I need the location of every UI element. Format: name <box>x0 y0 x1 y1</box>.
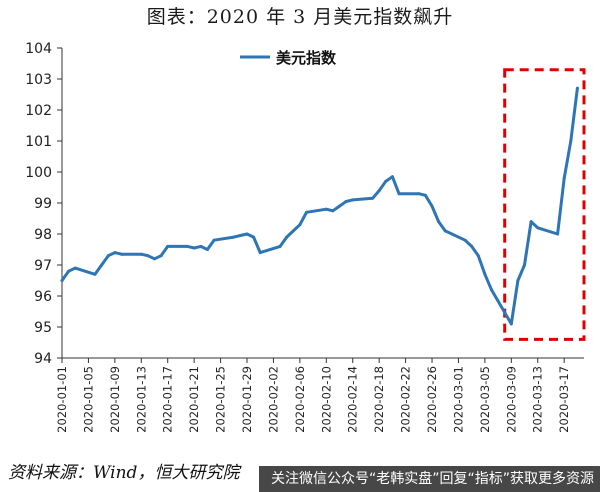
y-tick-label: 102 <box>25 103 52 119</box>
x-tick-label: 2020-01-25 <box>214 366 228 433</box>
data-point <box>258 251 262 255</box>
data-point <box>575 86 579 90</box>
data-point <box>120 252 123 256</box>
data-point <box>291 229 295 233</box>
data-point <box>476 254 480 258</box>
x-tick-label: 2020-03-09 <box>504 366 518 433</box>
data-point <box>146 254 150 258</box>
data-point <box>67 269 71 273</box>
y-tick-label: 104 <box>25 41 52 57</box>
data-point <box>166 244 170 248</box>
x-tick-label: 2020-01-01 <box>55 366 69 433</box>
y-tick-label: 94 <box>34 351 52 367</box>
x-tick-label: 2020-02-10 <box>319 366 333 433</box>
data-point <box>377 189 381 193</box>
data-point <box>199 244 203 248</box>
data-point <box>153 257 156 261</box>
data-point <box>113 251 117 255</box>
data-point <box>423 193 427 197</box>
data-point <box>159 254 163 258</box>
data-point <box>139 252 143 256</box>
data-point <box>523 263 526 267</box>
watermark-banner: 关注微信公众号“老韩实盘”回复“指标”获取更多资源 <box>258 466 600 492</box>
data-point <box>232 235 236 239</box>
x-tick-label: 2020-01-05 <box>81 366 95 433</box>
x-tick-label: 2020-03-01 <box>451 366 465 433</box>
data-point <box>417 192 421 196</box>
y-tick-label: 96 <box>34 289 52 305</box>
chart-title: 图表：2020 年 3 月美元指数飙升 <box>146 6 454 28</box>
legend: 美元指数 <box>240 49 337 67</box>
data-point <box>278 244 282 248</box>
x-tick-label: 2020-02-26 <box>425 366 439 433</box>
data-point <box>443 229 447 233</box>
x-tick-label: 2020-01-17 <box>161 366 175 433</box>
data-point <box>344 200 348 203</box>
data-point <box>212 238 216 242</box>
y-tick-label: 100 <box>25 165 52 181</box>
data-point <box>463 238 467 242</box>
x-tick-label: 2020-01-09 <box>108 366 122 433</box>
y-tick-label: 99 <box>34 196 52 212</box>
data-point <box>238 234 242 237</box>
data-point <box>298 223 302 227</box>
data-point <box>397 192 401 196</box>
x-tick-label: 2020-02-22 <box>399 366 413 433</box>
data-point <box>192 246 196 250</box>
y-tick-label: 95 <box>34 320 52 336</box>
highlight-box <box>503 68 586 341</box>
data-point <box>529 220 533 224</box>
x-tick-label: 2020-02-14 <box>346 366 360 433</box>
y-tick-label: 97 <box>34 258 52 274</box>
x-tick-label: 2020-01-21 <box>187 366 201 433</box>
data-point <box>351 198 355 202</box>
data-point <box>100 263 104 267</box>
data-point <box>331 209 335 213</box>
data-point <box>285 235 289 239</box>
plot-area <box>60 68 586 341</box>
y-tick-label: 103 <box>25 72 52 88</box>
data-point <box>516 279 520 282</box>
x-tick-label: 2020-01-29 <box>240 366 254 433</box>
data-point <box>562 176 566 180</box>
data-point <box>252 235 256 239</box>
data-point <box>324 207 328 211</box>
data-point <box>371 196 375 200</box>
data-point <box>338 204 341 208</box>
data-point <box>470 244 474 248</box>
x-tick-label: 2020-02-18 <box>372 366 386 433</box>
x-tick-label: 2020-03-17 <box>557 366 571 433</box>
x-tick-label: 2020-02-02 <box>266 366 280 433</box>
data-point <box>60 279 64 282</box>
data-point <box>390 175 394 179</box>
data-point <box>437 220 441 224</box>
series-line <box>60 86 579 326</box>
data-point <box>106 254 110 258</box>
data-point <box>186 244 189 248</box>
y-axis: 94 95 96 97 98 99 100 101 102 103 104 <box>25 41 63 367</box>
data-point <box>569 139 573 143</box>
data-point <box>509 322 513 326</box>
x-axis: 2020-01-01 2020-01-05 2020-01-09 2020-01-13… <box>55 357 584 433</box>
data-point <box>205 248 209 251</box>
x-tick-label: 2020-02-06 <box>293 366 307 433</box>
data-point <box>536 226 540 230</box>
y-tick-label: 98 <box>34 227 52 243</box>
data-point <box>483 272 487 276</box>
x-tick-label: 2020-03-13 <box>531 366 545 433</box>
data-point <box>93 272 97 276</box>
data-point <box>73 266 77 270</box>
source-note: 资料来源：Wind，恒大研究院 <box>8 463 240 483</box>
x-tick-label: 2020-01-13 <box>134 366 148 433</box>
legend-label: 美元指数 <box>276 49 337 67</box>
data-point <box>430 204 434 208</box>
data-point <box>305 210 308 214</box>
y-tick-label: 101 <box>25 134 52 150</box>
data-point <box>490 288 493 292</box>
data-point <box>384 179 388 183</box>
data-point <box>245 232 249 236</box>
data-point <box>556 232 560 236</box>
x-tick-label: 2020-03-05 <box>478 366 492 433</box>
